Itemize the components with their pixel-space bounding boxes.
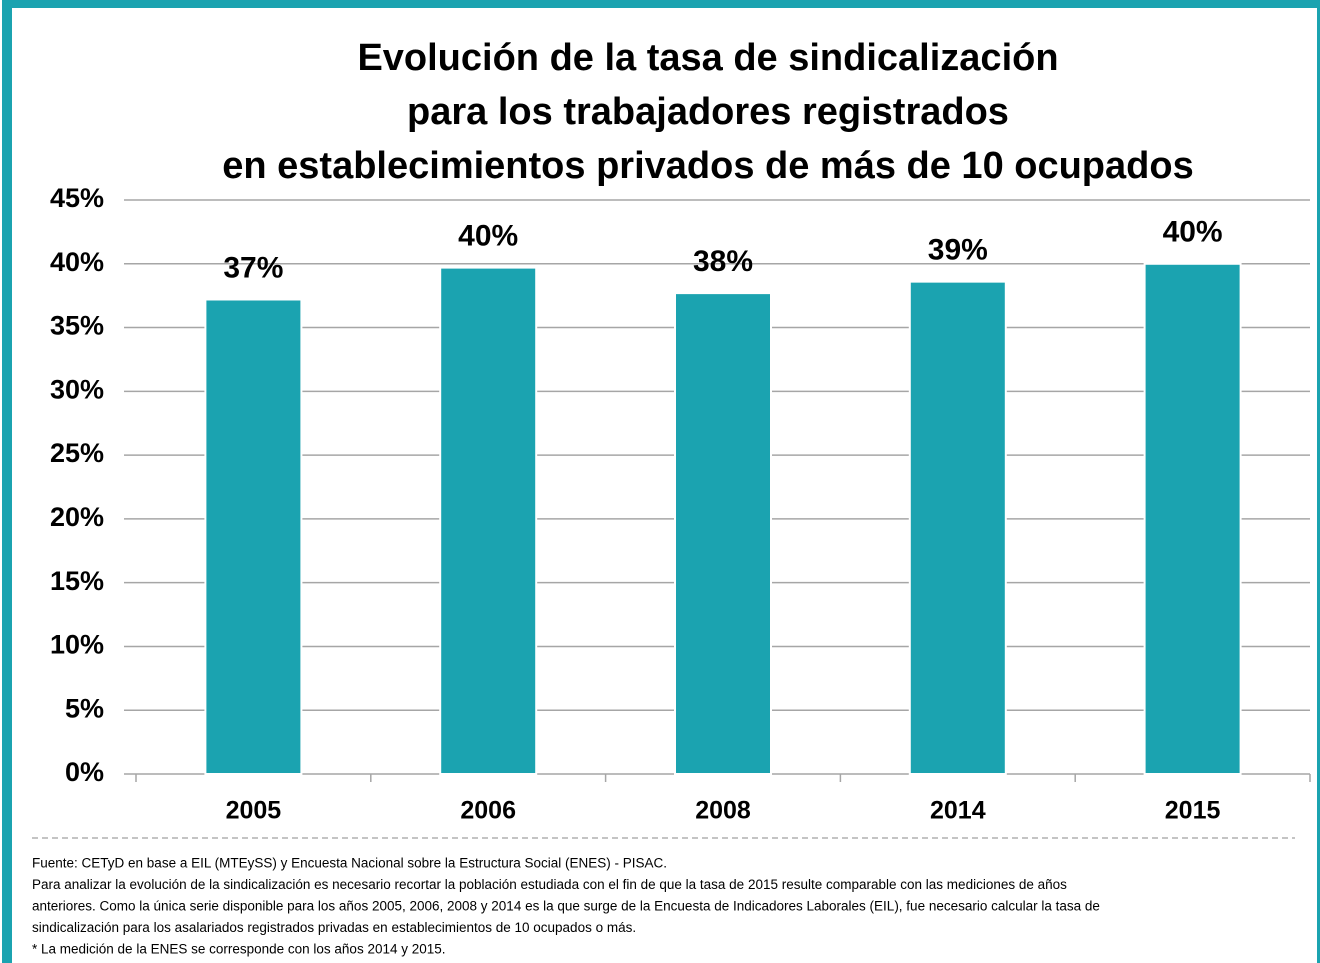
footnote: anteriores. Como la única serie disponib… (32, 899, 1100, 914)
data-label: 40% (458, 220, 518, 253)
chart-title: Evolución de la tasa de sindicalización (357, 37, 1058, 79)
bar (439, 266, 538, 775)
bar (204, 298, 303, 775)
y-tick-label: 0% (65, 757, 104, 787)
y-tick-label: 45% (50, 183, 104, 213)
x-tick-label: 2006 (460, 797, 516, 825)
footnote: Fuente: CETyD en base a EIL (MTEySS) y E… (32, 856, 667, 871)
y-tick-label: 5% (65, 693, 104, 723)
x-tick-label: 2014 (930, 797, 986, 825)
x-tick-label: 2008 (695, 797, 751, 825)
y-tick-label: 25% (50, 438, 104, 468)
data-label: 39% (928, 234, 988, 267)
bar (908, 280, 1007, 775)
y-tick-label: 10% (50, 630, 104, 660)
y-tick-label: 35% (50, 311, 104, 341)
y-tick-label: 30% (50, 374, 104, 404)
bar (1143, 262, 1242, 775)
chart-title: en establecimientos privados de más de 1… (222, 145, 1193, 187)
footnote: * La medición de la ENES se corresponde … (32, 942, 446, 957)
footnote: sindicalización para los asalariados reg… (32, 920, 636, 935)
bar (674, 292, 772, 775)
x-tick-label: 2005 (226, 797, 282, 825)
y-tick-label: 40% (50, 247, 104, 277)
data-label: 38% (693, 245, 753, 278)
y-tick-label: 20% (50, 502, 104, 532)
data-label: 40% (1163, 216, 1223, 249)
footnote: Para analizar la evolución de la sindica… (32, 877, 1067, 892)
y-tick-label: 15% (50, 566, 104, 596)
data-label: 37% (223, 251, 283, 284)
chart-title: para los trabajadores registrados (407, 91, 1009, 133)
x-tick-label: 2015 (1165, 797, 1221, 825)
